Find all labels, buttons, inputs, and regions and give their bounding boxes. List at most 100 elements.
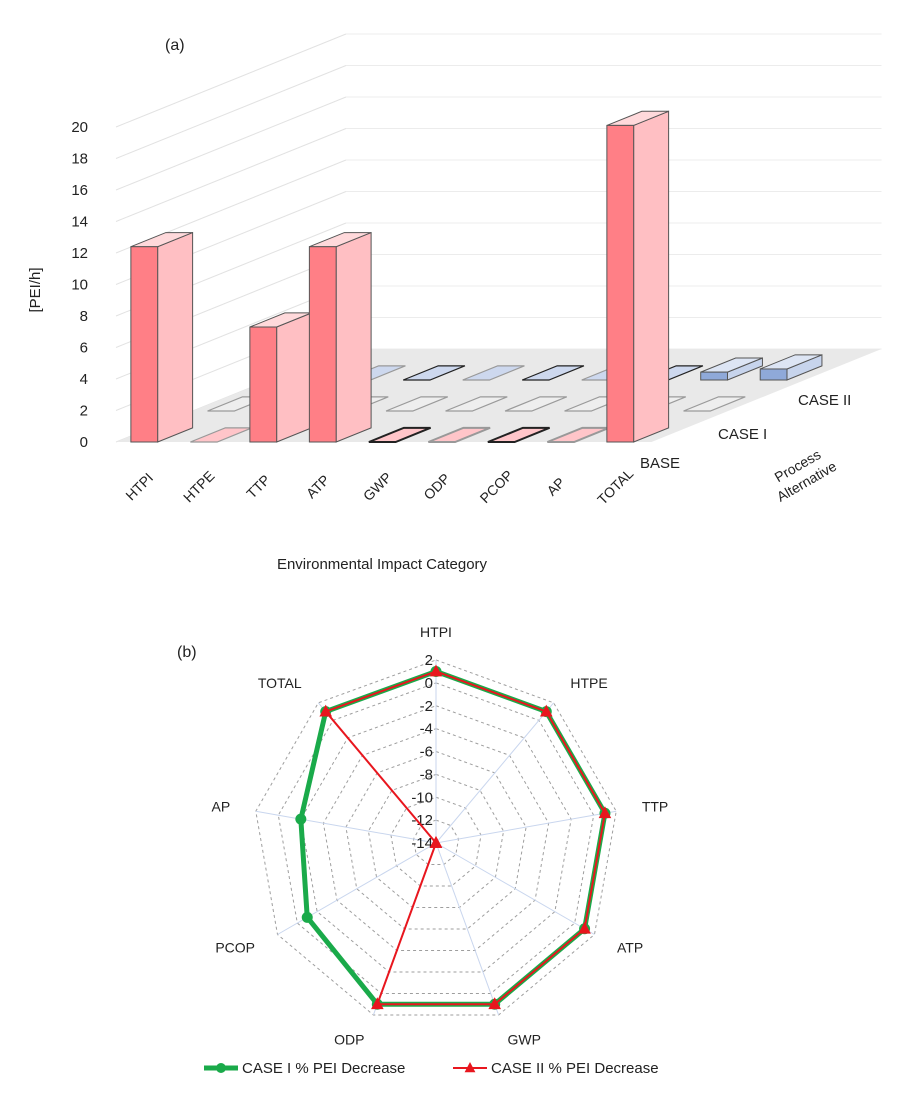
- gridline: [115, 33, 347, 128]
- y-axis-tick-labels: 0 2 4 6 8 10 12 14 16 18 20: [71, 119, 88, 451]
- gridline: [115, 96, 347, 191]
- grid-ring: [345, 750, 527, 930]
- radar-category-label: GWP: [507, 1031, 540, 1047]
- bar-base-pcop: [487, 426, 550, 443]
- bar-side: [335, 231, 372, 443]
- bar-tile: [521, 365, 585, 381]
- bar-tile: [385, 396, 449, 412]
- x-tick-label: GWP: [360, 469, 395, 504]
- data-point-marker: [539, 704, 553, 717]
- radar-category-label: TOTAL: [258, 675, 302, 691]
- bar-case-i-gwp: [445, 396, 508, 412]
- bar-base-total: [606, 110, 670, 443]
- bar-base-htpi: [130, 231, 194, 443]
- radar-series: [295, 664, 612, 1010]
- bar-tile: [445, 396, 508, 412]
- radial-tick-label: 0: [425, 675, 433, 692]
- data-point-marker: [598, 806, 612, 819]
- x-tick-label: HTPE: [180, 468, 218, 506]
- radial-tick-label: -8: [420, 766, 433, 783]
- depth-tick-label: CASE II: [798, 392, 851, 409]
- y-tick-label: 4: [80, 371, 88, 388]
- data-point-marker: [429, 664, 443, 677]
- bar-front: [606, 124, 635, 443]
- legend-item: CASE II % PEI Decrease: [453, 1060, 659, 1077]
- x-tick-label: HTPI: [122, 470, 156, 504]
- grid-ring: [277, 682, 595, 994]
- radar-grid: [255, 659, 617, 1016]
- bar-base-atp: [308, 231, 372, 443]
- y-tick-label: 14: [71, 214, 88, 231]
- panel-b-label: (b): [177, 644, 197, 661]
- spoke: [435, 810, 617, 844]
- x-tick-label: PCOP: [477, 467, 516, 506]
- series-case-ii: [319, 664, 612, 1010]
- x-tick-label: TTP: [243, 471, 273, 501]
- radar-category-labels: HTPI HTPE TTP ATP GWP ODP PCOP AP TOTAL: [211, 624, 668, 1047]
- bar-tile: [462, 365, 525, 381]
- radar-category-label: TTP: [642, 799, 668, 815]
- data-point-marker: [301, 911, 313, 923]
- bar-chart-3d: (a) 0 2 4 6 8 10 12 14 16 18 20 [PEI/h] HTPI HTPE TT…: [27, 33, 882, 573]
- bar-tile: [428, 426, 491, 443]
- bar-front: [130, 246, 159, 443]
- y-tick-label: 12: [71, 245, 88, 262]
- grid-ring: [255, 659, 617, 1016]
- bar-tile: [487, 426, 550, 443]
- bar-front: [759, 368, 788, 381]
- data-point-marker: [488, 997, 501, 1010]
- radar-category-label: PCOP: [215, 940, 255, 956]
- radial-tick-labels: 2 0 -2 -4 -6 -8 -10 -12 -14: [411, 652, 433, 852]
- bar-side: [276, 312, 313, 443]
- depth-tick-label: BASE: [640, 455, 680, 472]
- data-point-marker: [578, 921, 591, 934]
- bar-front: [249, 326, 278, 443]
- bar-case-i-total: [683, 396, 746, 412]
- bar-case-ii-atp: [462, 365, 525, 381]
- series-case-i: [295, 665, 611, 1010]
- legend-label: CASE I % PEI Decrease: [242, 1060, 405, 1077]
- depth-axis-series-labels: BASE CASE I CASE II: [640, 392, 851, 472]
- radar-category-label: ATP: [617, 940, 643, 956]
- grid-ring: [367, 773, 505, 908]
- panel-a-label: (a): [165, 37, 185, 54]
- radial-tick-label: -14: [411, 835, 433, 852]
- radial-tick-label: -4: [420, 721, 433, 738]
- spoke: [435, 842, 500, 1016]
- bar-front: [308, 246, 337, 443]
- radar-category-label: ODP: [334, 1031, 364, 1047]
- data-point-marker: [429, 836, 443, 848]
- spoke: [435, 842, 595, 935]
- radial-tick-label: 2: [425, 652, 433, 669]
- y-tick-label: 2: [80, 403, 88, 420]
- x-tick-label: ATP: [303, 472, 333, 502]
- y-tick-label: 10: [71, 277, 88, 294]
- x-tick-label: AP: [543, 474, 568, 499]
- y-tick-label: 6: [80, 340, 88, 357]
- y-tick-label: 20: [71, 119, 88, 136]
- x-axis-category-labels: HTPI HTPE TTP ATP GWP ODP PCOP AP TOTAL: [122, 465, 636, 507]
- bar-case-i-atp: [385, 396, 449, 412]
- bar-tile: [683, 396, 746, 412]
- bar-case-i-odp: [504, 396, 568, 412]
- legend-label: CASE II % PEI Decrease: [491, 1060, 659, 1077]
- spoke: [435, 702, 555, 844]
- series-line: [298, 668, 608, 1007]
- legend-item: CASE I % PEI Decrease: [204, 1060, 405, 1077]
- x-tick-label: TOTAL: [594, 465, 636, 507]
- y-tick-label: 0: [80, 434, 88, 451]
- grid-ring: [390, 796, 482, 887]
- legend: CASE I % PEI Decrease CASE II % PEI Decre…: [204, 1060, 659, 1077]
- bar-base-gwp: [368, 426, 431, 443]
- depth-axis-title: ProcessAlternative: [765, 442, 839, 505]
- x-axis-title: Environmental Impact Category: [277, 556, 488, 573]
- bar-tile: [504, 396, 568, 412]
- radial-tick-label: -2: [420, 698, 433, 715]
- legend-marker: [216, 1063, 226, 1073]
- gridline: [115, 65, 347, 159]
- y-tick-label: 16: [71, 182, 88, 199]
- bar-front: [700, 371, 728, 381]
- data-point-marker: [319, 704, 333, 717]
- bar-tile: [368, 426, 431, 443]
